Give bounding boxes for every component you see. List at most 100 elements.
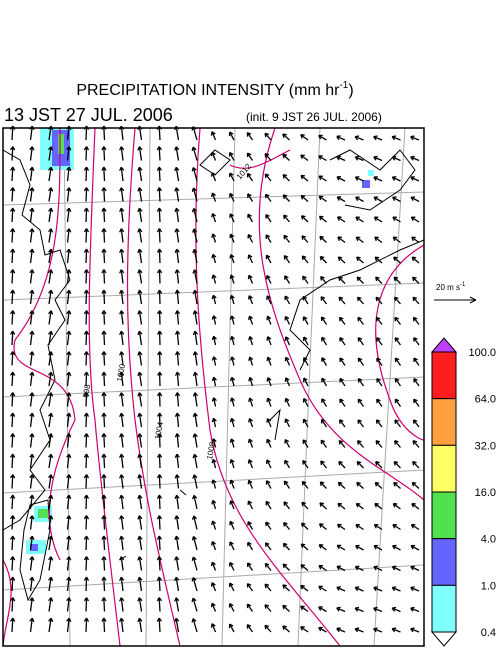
wind-arrow <box>48 166 54 182</box>
wind-arrow <box>174 187 180 202</box>
wind-arrow <box>211 212 217 223</box>
wind-arrow <box>101 187 107 202</box>
wind-arrow <box>302 398 309 407</box>
wind-arrow <box>192 412 198 428</box>
wind-arrow <box>247 254 254 264</box>
wind-arrow <box>48 269 54 284</box>
title-text: PRECIPITATION INTENSITY (mm hr <box>76 82 340 99</box>
wind-arrow <box>119 166 125 182</box>
wind-arrow <box>137 166 143 182</box>
wind-arrow <box>156 453 163 469</box>
wind-arrow <box>137 289 143 305</box>
wind-arrow <box>376 398 383 407</box>
wind-arrow <box>157 310 163 325</box>
wind-arrow <box>211 397 217 407</box>
wind-arrow <box>174 617 180 633</box>
wind-arrow <box>410 586 420 592</box>
wind-arrow <box>246 603 254 612</box>
wind-arrow <box>284 439 291 448</box>
wind-arrow <box>101 392 107 407</box>
wind-arrow <box>318 564 327 572</box>
wind-arrow <box>137 146 143 161</box>
colorbar-segment <box>431 538 457 586</box>
wind-arrow <box>339 398 346 407</box>
wind-arrow <box>357 419 365 428</box>
wind-arrow <box>211 479 217 489</box>
init-time: (init. 9 JST 26 JUL. 2006) <box>246 110 382 124</box>
wind-arrow <box>321 377 328 387</box>
wind-arrow <box>192 269 198 284</box>
wind-arrow <box>137 597 143 612</box>
wind-arrow <box>156 576 162 592</box>
wind-arrow <box>229 294 235 305</box>
wind-arrow <box>229 233 235 243</box>
wind-arrow <box>174 248 180 264</box>
wind-arrow <box>247 459 254 469</box>
wind-arrow <box>101 433 107 448</box>
wind-arrow <box>191 515 198 530</box>
wind-arrow <box>247 193 254 202</box>
wind-arrow <box>300 605 309 613</box>
wind-arrow <box>157 392 163 407</box>
wind-arrow <box>357 337 365 346</box>
wind-arrow <box>393 256 401 264</box>
wind-arrow <box>191 556 198 571</box>
wind-arrow <box>265 274 272 284</box>
wind-arrow <box>29 535 35 551</box>
wind-arrow <box>410 155 420 162</box>
wind-arrow <box>29 474 35 489</box>
wind-arrow <box>392 502 401 510</box>
wind-arrow <box>83 248 90 264</box>
colorbar-label: 64.0 <box>475 394 496 406</box>
wind-arrow <box>83 289 90 305</box>
wind-arrow <box>66 433 72 448</box>
wind-scale: 20 m s-1 <box>434 282 477 304</box>
wind-arrow <box>66 289 72 305</box>
isobars <box>2 127 425 647</box>
wind-arrow <box>137 617 143 633</box>
wind-arrow <box>321 336 328 346</box>
wind-arrow <box>300 564 309 572</box>
wind-arrow <box>282 542 290 551</box>
wind-arrow <box>101 351 107 366</box>
wind-arrow <box>211 376 217 387</box>
wind-arrow <box>356 256 364 264</box>
wind-arrow <box>48 351 54 366</box>
wind-arrow <box>101 556 107 571</box>
wind-arrow <box>284 295 291 305</box>
wind-arrow <box>247 233 254 243</box>
colorbar-segment <box>431 444 457 493</box>
wind-arrow <box>66 330 72 346</box>
colorbar-segment <box>431 351 457 400</box>
wind-arrow <box>284 418 291 428</box>
wind-arrow <box>157 412 163 428</box>
wind-arrow <box>393 440 401 448</box>
wind-arrow <box>356 276 364 284</box>
wind-arrow <box>375 276 383 284</box>
wind-arrow <box>10 228 16 243</box>
wind-arrow <box>265 459 272 469</box>
wind-arrow <box>321 398 328 407</box>
wind-arrow <box>10 412 16 428</box>
wind-arrow <box>119 494 125 510</box>
wind-arrow <box>410 565 420 572</box>
wind-arrow <box>48 597 54 612</box>
wind-arrow <box>66 597 72 612</box>
wind-arrow <box>229 500 235 510</box>
wind-arrow <box>66 371 72 387</box>
wind-arrow <box>137 392 143 407</box>
wind-arrow <box>394 316 402 325</box>
wind-arrow <box>336 586 346 592</box>
wind-arrow <box>318 155 327 162</box>
wind-arrow <box>318 215 327 223</box>
lat-lon-grid <box>2 127 425 647</box>
wind-arrow <box>284 397 291 407</box>
wind-arrow <box>119 556 125 571</box>
wind-arrow <box>246 624 254 633</box>
wind-arrow <box>210 172 217 182</box>
wind-arrow <box>355 544 364 551</box>
wind-arrow <box>174 392 181 407</box>
wind-arrow <box>174 597 180 612</box>
wind-arrow <box>137 351 143 366</box>
wind-arrow <box>375 460 383 469</box>
